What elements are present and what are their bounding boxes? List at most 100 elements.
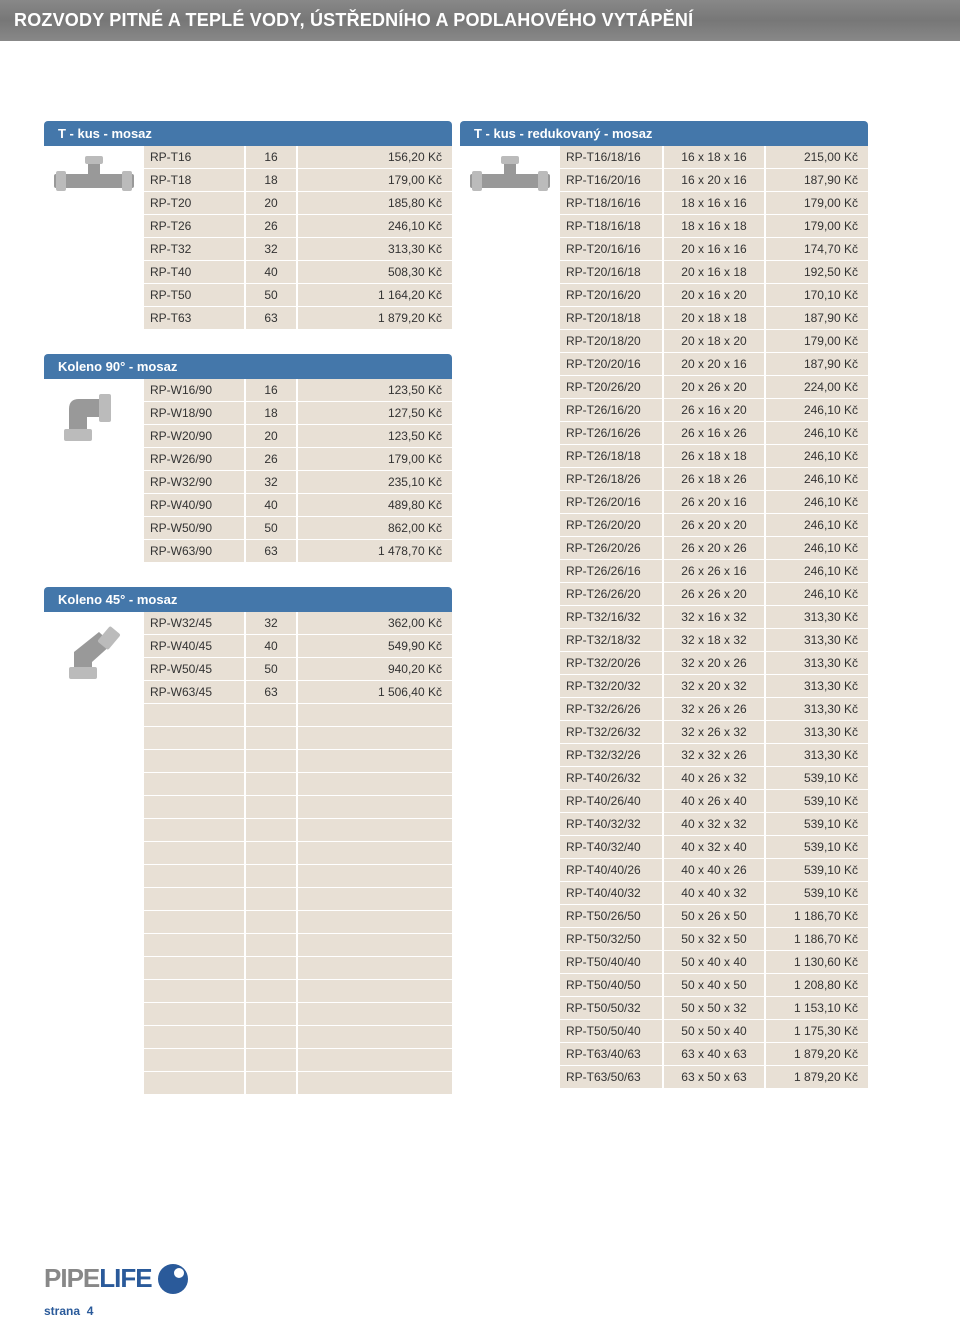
cell-size: 63 x 50 x 63 [664,1066,764,1088]
cell-empty [298,911,452,933]
cell-size: 18 x 16 x 18 [664,215,764,237]
table-row: RP-W26/9026179,00 Kč [144,448,452,470]
cell-price: 235,10 Kč [298,471,452,493]
table-row: RP-T40/26/3240 x 26 x 32539,10 Kč [560,767,868,789]
cell-code: RP-T20/16/16 [560,238,662,260]
cell-code: RP-T18/16/18 [560,215,662,237]
cell-size: 50 [246,517,296,539]
cell-price: 549,90 Kč [298,635,452,657]
cell-empty [246,1049,296,1071]
cell-empty [298,727,452,749]
cell-code: RP-T16/18/16 [560,146,662,168]
table-row: RP-T26/26/2026 x 26 x 20246,10 Kč [560,583,868,605]
table-row: RP-T26/16/2026 x 16 x 20246,10 Kč [560,399,868,421]
section-header: T - kus - mosaz [44,121,452,146]
table-row: RP-W16/9016123,50 Kč [144,379,452,401]
cell-code: RP-T18/16/16 [560,192,662,214]
cell-code: RP-T40/26/32 [560,767,662,789]
table-row-empty [144,773,452,795]
cell-empty [246,704,296,726]
cell-empty [298,750,452,772]
cell-empty [246,957,296,979]
cell-size: 16 x 18 x 16 [664,146,764,168]
page-header: ROZVODY PITNÉ A TEPLÉ VODY, ÚSTŘEDNÍHO A… [0,0,960,41]
cell-size: 40 x 26 x 40 [664,790,764,812]
table-row: RP-T26/26/1626 x 26 x 16246,10 Kč [560,560,868,582]
cell-price: 215,00 Kč [766,146,868,168]
page-number: strana 4 [44,1304,188,1318]
left-column: T - kus - mosazRP-T1616156,20 KčRP-T1818… [44,121,452,1095]
cell-size: 63 [246,307,296,329]
table-row: RP-T20/18/1820 x 18 x 18187,90 Kč [560,307,868,329]
cell-price: 179,00 Kč [298,169,452,191]
cell-empty [144,704,244,726]
table-row: RP-T20/16/1620 x 16 x 16174,70 Kč [560,238,868,260]
table-row-empty [144,865,452,887]
cell-empty [144,727,244,749]
brand-logo: PIPELIFE [44,1263,188,1294]
table-row-empty [144,704,452,726]
cell-code: RP-T50/40/50 [560,974,662,996]
cell-price: 539,10 Kč [766,859,868,881]
cell-size: 50 x 26 x 50 [664,905,764,927]
cell-empty [298,842,452,864]
cell-size: 40 [246,635,296,657]
table-row-empty [144,1026,452,1048]
cell-code: RP-T26/20/16 [560,491,662,513]
cell-code: RP-T40/32/32 [560,813,662,835]
table-row-empty [144,1003,452,1025]
cell-code: RP-W26/90 [144,448,244,470]
content-area: T - kus - mosazRP-T1616156,20 KčRP-T1818… [0,41,960,1105]
cell-price: 123,50 Kč [298,379,452,401]
cell-code: RP-T26/26/20 [560,583,662,605]
cell-code: RP-T20/26/20 [560,376,662,398]
table-row: RP-T32/26/3232 x 26 x 32313,30 Kč [560,721,868,743]
cell-price: 313,30 Kč [766,629,868,651]
table-row: RP-T63631 879,20 Kč [144,307,452,329]
cell-size: 26 x 18 x 18 [664,445,764,467]
cell-code: RP-W32/90 [144,471,244,493]
cell-size: 32 x 16 x 32 [664,606,764,628]
cell-size: 26 [246,448,296,470]
cell-empty [246,934,296,956]
cell-empty [144,1026,244,1048]
cell-size: 26 x 20 x 26 [664,537,764,559]
cell-price: 940,20 Kč [298,658,452,680]
cell-price: 862,00 Kč [298,517,452,539]
cell-code: RP-T20/20/16 [560,353,662,375]
cell-code: RP-T32/18/32 [560,629,662,651]
cell-size: 32 [246,612,296,634]
cell-empty [246,750,296,772]
table-row: RP-T26/20/2626 x 20 x 26246,10 Kč [560,537,868,559]
table-row: RP-T40/32/4040 x 32 x 40539,10 Kč [560,836,868,858]
table-row: RP-T32/16/3232 x 16 x 32313,30 Kč [560,606,868,628]
cell-empty [298,888,452,910]
section-header: Koleno 45° - mosaz [44,587,452,612]
cell-code: RP-T50 [144,284,244,306]
cell-code: RP-T16/20/16 [560,169,662,191]
table-row-empty [144,934,452,956]
cell-code: RP-T32/20/26 [560,652,662,674]
cell-size: 20 x 26 x 20 [664,376,764,398]
section-header-right: T - kus - redukovaný - mosaz [460,121,868,146]
cell-price: 1 153,10 Kč [766,997,868,1019]
table-row: RP-T3232313,30 Kč [144,238,452,260]
cell-code: RP-W40/45 [144,635,244,657]
table-row: RP-T50/50/4050 x 50 x 401 175,30 Kč [560,1020,868,1042]
cell-code: RP-W40/90 [144,494,244,516]
cell-empty [144,957,244,979]
cell-code: RP-W16/90 [144,379,244,401]
cell-price: 246,10 Kč [766,422,868,444]
cell-price: 1 164,20 Kč [298,284,452,306]
cell-code: RP-T32/26/26 [560,698,662,720]
cell-code: RP-T32 [144,238,244,260]
cell-empty [144,842,244,864]
cell-size: 26 x 16 x 26 [664,422,764,444]
cell-price: 313,30 Kč [766,606,868,628]
cell-price: 1 186,70 Kč [766,928,868,950]
cell-code: RP-W20/90 [144,425,244,447]
cell-empty [246,819,296,841]
cell-size: 26 [246,215,296,237]
cell-empty [298,980,452,1002]
cell-size: 20 x 18 x 20 [664,330,764,352]
